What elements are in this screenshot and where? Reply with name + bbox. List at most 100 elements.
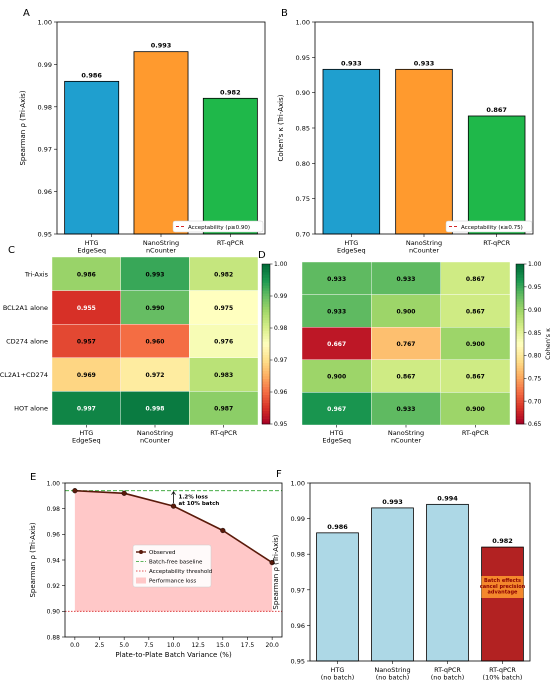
colorbar-segment [516, 402, 524, 406]
heatmap-cell [51, 290, 121, 325]
x-tick-label: RT-qPCR [217, 239, 244, 247]
colorbar-segment [262, 301, 270, 305]
colorbar-segment [262, 280, 270, 283]
heatmap-col-label: RT-qPCR [462, 429, 489, 437]
y-tick-label: 0.96 [38, 188, 52, 196]
bar-value-label: 0.982 [492, 537, 513, 545]
heatmap-row-label: BCL2A1+CD274 [0, 371, 48, 379]
panel-letter: C [8, 245, 15, 256]
colorbar-segment [516, 362, 524, 366]
heatmap-cell-label: 0.986 [77, 271, 96, 278]
heatmap-cell-label: 0.972 [146, 372, 165, 379]
x-tick-label: HTG EdgeSeq [77, 239, 106, 254]
colorbar-segment [262, 336, 270, 339]
colorbar-segment [516, 368, 524, 371]
x-tick-label: 12.5 [191, 642, 205, 649]
bar-value-label: 0.993 [151, 42, 172, 50]
heatmap-cell [301, 392, 372, 426]
colorbar-segment [262, 418, 270, 422]
colorbar-segment [262, 365, 270, 369]
colorbar-segment [516, 400, 524, 403]
heatmap-cell-label: 0.933 [397, 276, 416, 283]
colorbar-tick-label: 1.00 [274, 261, 288, 268]
heatmap-cell [120, 324, 190, 359]
heatmap-col-label: NanoString nCounter [388, 429, 424, 444]
heatmap-col-label: HTG EdgeSeq [322, 429, 351, 444]
colorbar-tick-label: 0.99 [274, 293, 288, 300]
y-tick-label: 0.70 [296, 231, 310, 239]
panel-a-bar-chart: A 0.95 0.96 0.97 0.98 0.99 1.00 Spearman ρ (Tri… [19, 8, 266, 254]
colorbar-tick-label: 1.00 [528, 261, 542, 268]
heatmap-cell-label: 0.957 [77, 339, 96, 346]
bar [133, 51, 189, 235]
colorbar-segment [516, 394, 524, 398]
heatmap-cell-label: 0.933 [397, 406, 416, 413]
heatmap-cell [51, 391, 121, 426]
colorbar-tick-label: 0.98 [274, 325, 288, 332]
heatmap-cell-label: 0.900 [466, 341, 485, 348]
y-tick-label: 0.97 [291, 586, 305, 594]
legend-marker-observed [139, 550, 143, 554]
colorbar-segment [516, 360, 524, 363]
x-tick-label: HTG (no batch) [321, 666, 355, 680]
y-tick-label: 0.85 [296, 125, 310, 133]
colorbar-segment [262, 378, 270, 382]
y-tick-label: 0.95 [291, 658, 305, 666]
heatmap-cell [120, 357, 190, 392]
colorbar-segment [516, 325, 524, 329]
colorbar-segment [262, 344, 270, 347]
y-axis-label: Spearman ρ (Tri-Axis) [19, 90, 27, 165]
colorbar-segment [262, 269, 270, 273]
bar [467, 115, 526, 235]
y-axis-label: Spearman ρ (Tri-Axis) [272, 534, 280, 609]
colorbar-segment [516, 405, 524, 409]
colorbar-segment [262, 357, 270, 361]
panel-letter: D [258, 250, 266, 261]
colorbar-segment [262, 400, 270, 403]
colorbar-segment [516, 285, 524, 289]
y-tick-label: 0.75 [296, 195, 310, 203]
colorbar-segment [262, 314, 270, 318]
y-tick-label: 0.97 [38, 146, 52, 154]
heatmap-cell [120, 256, 190, 291]
legend-box [445, 220, 533, 233]
heatmap-cell [120, 391, 190, 426]
x-tick-label: NanoString (no batch) [374, 666, 410, 680]
observed-point [220, 527, 226, 534]
colorbar-segment [262, 309, 270, 313]
y-axis-label: Cohen's κ (Tri-Axis) [277, 94, 285, 161]
x-tick-label: RT-qPCR [483, 239, 510, 247]
colorbar-segment [262, 413, 270, 417]
colorbar-segment [516, 418, 524, 422]
colorbar-tick-label: 0.75 [528, 375, 542, 382]
colorbar-segment [516, 370, 524, 374]
colorbar-tick-label: 0.95 [528, 284, 542, 291]
colorbar-segment [262, 306, 270, 310]
heatmap-cell [189, 357, 259, 392]
legend-threshold-label: Acceptability (κ≥0.75) [461, 225, 523, 231]
annotation-label: Batch effects cancel precision advantage [480, 578, 526, 596]
colorbar-segment [516, 304, 524, 307]
heatmap-cell [440, 392, 511, 426]
y-tick-label: 0.90 [296, 89, 310, 97]
colorbar-segment [516, 301, 524, 305]
y-tick-label: 0.92 [47, 583, 61, 590]
heatmap-cell [51, 256, 121, 291]
colorbar-segment [262, 384, 270, 387]
colorbar-segment [262, 402, 270, 406]
colorbar-segment [262, 408, 270, 411]
colorbar-segment [262, 394, 270, 398]
heatmap-col-label: NanoString nCounter [137, 429, 173, 444]
panel-letter: E [30, 472, 36, 483]
colorbar-segment [516, 288, 524, 291]
heatmap-cell-label: 0.867 [466, 308, 485, 315]
heatmap-cell-label: 0.990 [146, 305, 165, 312]
bar-value-label: 0.993 [382, 498, 403, 506]
heatmap-cell-label: 0.900 [397, 308, 416, 315]
colorbar-segment [516, 280, 524, 283]
panel-letter: A [23, 8, 30, 19]
colorbar-segment [516, 290, 524, 294]
bar [395, 68, 453, 235]
heatmap-cell-label: 0.867 [466, 374, 485, 381]
colorbar-segment [262, 352, 270, 355]
